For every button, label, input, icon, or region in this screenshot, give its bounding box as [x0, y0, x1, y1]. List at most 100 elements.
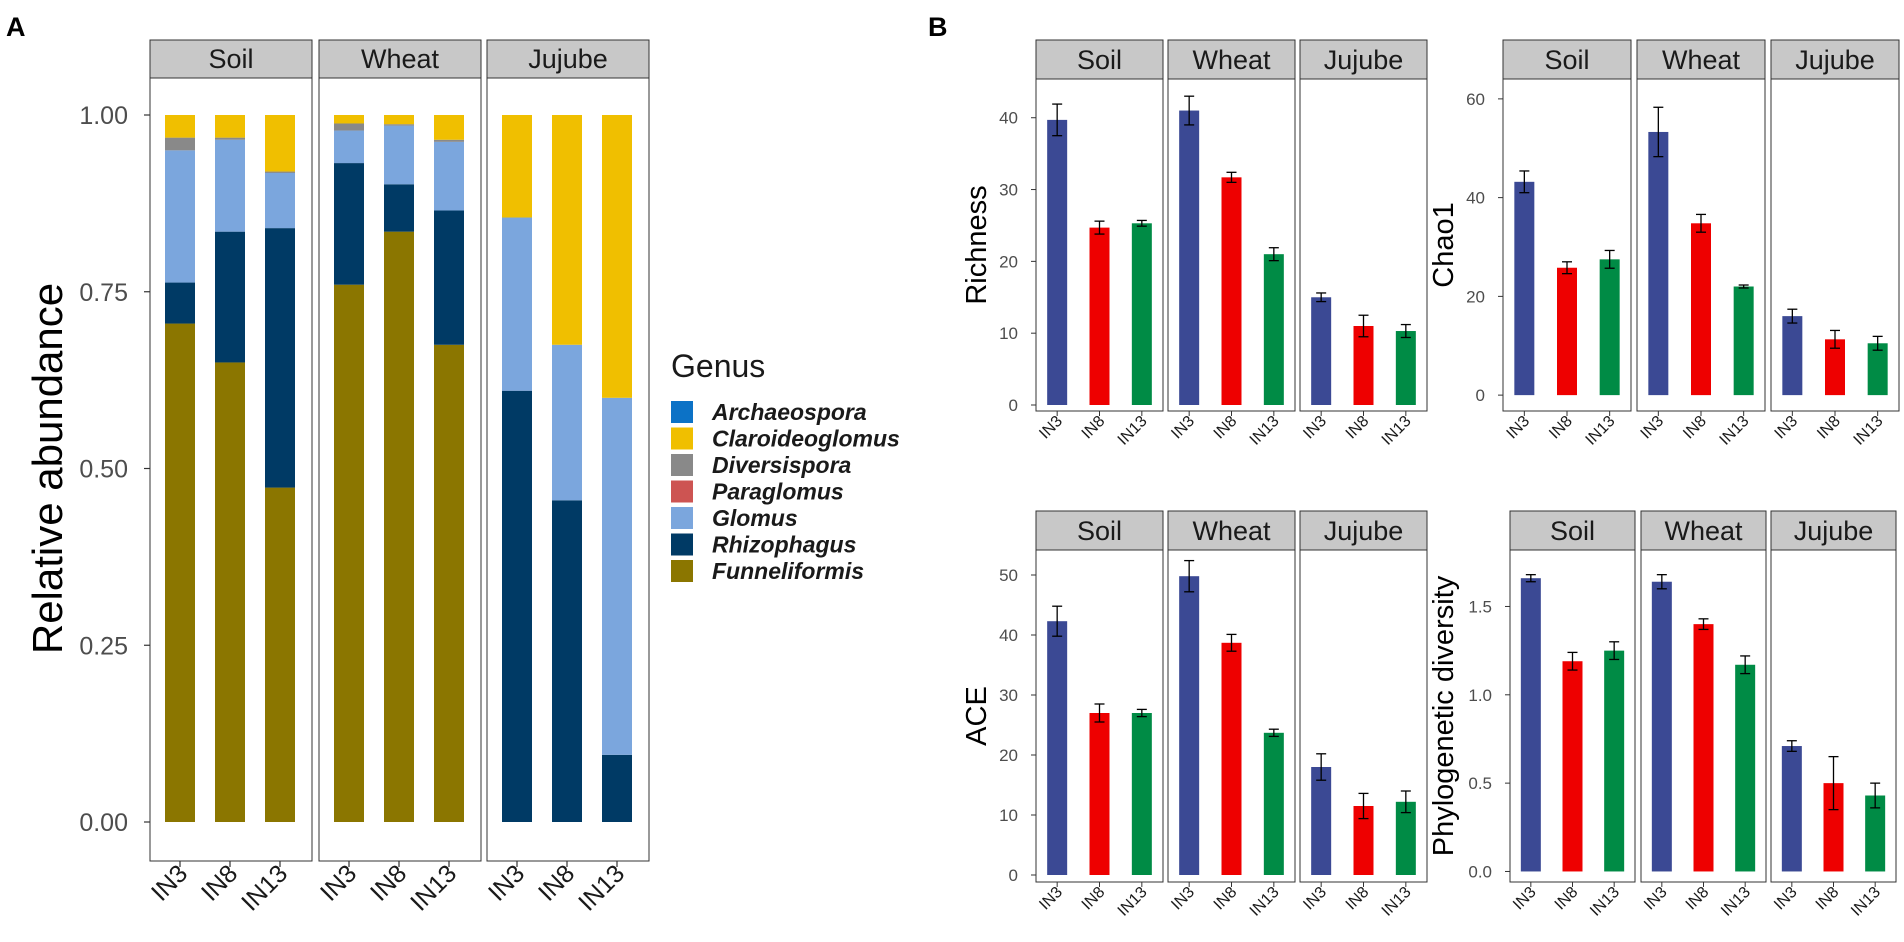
x-tick-label: IN13 — [1247, 884, 1283, 920]
bar-in13 — [1733, 286, 1754, 396]
bar-in13 — [1865, 795, 1886, 872]
y-axis-label: ACE — [961, 686, 993, 746]
legend-swatch-claroideoglomus — [671, 427, 693, 450]
x-tick-label: IN3 — [1771, 884, 1801, 914]
x-tick-label: IN3 — [1504, 413, 1534, 443]
bar-segment-glomus — [165, 150, 195, 283]
bar-in3 — [1047, 621, 1068, 875]
bar-in13 — [1735, 664, 1756, 872]
y-axis-label: Richness — [961, 185, 993, 304]
x-tick-label: IN8 — [1813, 884, 1843, 914]
bar-in13 — [1604, 650, 1625, 872]
y-tick-label: 1.5 — [1468, 597, 1492, 616]
x-tick-label: IN3 — [1036, 884, 1066, 914]
bar-segment-claroideoglomus — [384, 115, 414, 125]
y-tick-label: 10 — [999, 806, 1018, 825]
x-tick-label: IN3 — [1510, 884, 1540, 914]
legend-label: Archaeospora — [711, 399, 867, 425]
facet-strip-jujube — [486, 39, 650, 79]
y-tick-label: 10 — [999, 324, 1018, 343]
legend-swatch-archaeospora — [671, 401, 693, 423]
bar-in8 — [1221, 177, 1242, 405]
x-tick-label: IN13 — [1115, 884, 1151, 920]
facet-strip-jujube — [1770, 510, 1897, 551]
bar-segment-rhizophagus — [265, 228, 295, 488]
facet-label: Wheat — [361, 44, 440, 74]
bar-segment-claroideoglomus — [434, 115, 464, 140]
bar-in13 — [1131, 713, 1152, 875]
y-tick-label: 0.50 — [79, 456, 128, 484]
bar-in13 — [1599, 259, 1620, 396]
y-tick-label: 60 — [1466, 90, 1485, 109]
bar-segment-funneliformis — [334, 284, 364, 822]
bar-segment-diversispora — [334, 123, 364, 131]
x-tick-label: IN8 — [1343, 884, 1373, 914]
bar-segment-glomus — [502, 217, 532, 391]
x-tick-label: IN8 — [1546, 413, 1576, 443]
bar-segment-claroideoglomus — [215, 115, 245, 138]
x-tick-label: IN8 — [365, 859, 412, 906]
x-tick-label: IN3 — [315, 859, 362, 906]
bar-segment-funneliformis — [265, 487, 295, 822]
bar-in13 — [1867, 343, 1888, 396]
facet-strip-jujube — [1299, 510, 1428, 551]
facet-panel-jujube — [486, 77, 650, 862]
x-tick-label: IN8 — [1079, 884, 1109, 914]
y-axis-label: Phylogenetic diversity — [1428, 575, 1460, 856]
x-tick-label: IN8 — [533, 859, 580, 906]
facet-label: Wheat — [1192, 516, 1271, 546]
facet-strip-soil — [1035, 39, 1164, 80]
y-tick-label: 30 — [999, 686, 1018, 705]
bar-segment-claroideoglomus — [602, 115, 632, 398]
x-tick-label: IN13 — [573, 859, 630, 916]
facet-strip-soil — [1502, 39, 1632, 80]
stacked-abundance-chart: 0.00 0.25 0.50 0.75 1.00 Relative abundance So… — [24, 39, 650, 917]
bar-in3 — [1514, 181, 1535, 396]
y-tick-label: 0.25 — [79, 632, 128, 660]
bar-segment-claroideoglomus — [334, 115, 364, 124]
genus-legend: Genus ArchaeosporaClaroideoglomusDiversis… — [671, 348, 900, 584]
facet-label: Soil — [208, 44, 253, 74]
x-tick-label: IN13 — [1379, 884, 1415, 920]
y-tick-label: 0 — [1009, 396, 1018, 415]
y-tick-label: 40 — [999, 109, 1018, 128]
x-tick-label: IN8 — [1343, 413, 1373, 443]
legend-swatch-rhizophagus — [671, 533, 693, 556]
bar-segment-rhizophagus — [334, 163, 364, 285]
bar-segment-claroideoglomus — [502, 115, 532, 218]
x-tick-label: IN8 — [1211, 884, 1241, 914]
x-tick-label: IN13 — [1848, 884, 1884, 920]
x-tick-label: IN3 — [1641, 884, 1671, 914]
bar-segment-rhizophagus — [502, 390, 532, 822]
facet-label: Jujube — [1794, 516, 1874, 546]
y-tick-label: 0 — [1009, 866, 1018, 885]
bar-segment-funneliformis — [434, 344, 464, 822]
bar-in3 — [1047, 119, 1068, 405]
x-tick-label: IN3 — [1638, 413, 1668, 443]
y-tick-label: 0.0 — [1468, 862, 1492, 881]
y-tick-label: 1.00 — [79, 102, 128, 130]
bar-segment-claroideoglomus — [265, 115, 295, 172]
phylogenetic-diversity-chart: 0.0 0.5 1.0 1.5 Phylogenetic diversity Soil IN… — [1428, 510, 1897, 920]
facet-strip-soil — [1035, 510, 1164, 551]
y-tick-label: 20 — [1466, 287, 1485, 306]
panel-label-b: B — [928, 12, 948, 42]
bar-in8 — [1693, 624, 1714, 872]
x-tick-label: IN13 — [1718, 884, 1754, 920]
facet-label: Soil — [1077, 45, 1122, 75]
y-tick-label: 0 — [1476, 386, 1485, 405]
bar-in8 — [1562, 661, 1583, 872]
x-tick-label: IN13 — [1379, 413, 1415, 449]
y-axis-label: Chao1 — [1428, 202, 1460, 287]
facet-label: Wheat — [1664, 516, 1743, 546]
bar-in3 — [1520, 578, 1541, 872]
x-tick-label: IN8 — [196, 859, 243, 906]
bar-segment-rhizophagus — [434, 210, 464, 345]
facet-strip-wheat — [1167, 39, 1296, 80]
x-tick-label: IN8 — [1683, 884, 1713, 914]
bar-in8 — [1825, 339, 1845, 396]
bar-segment-funneliformis — [384, 231, 414, 822]
